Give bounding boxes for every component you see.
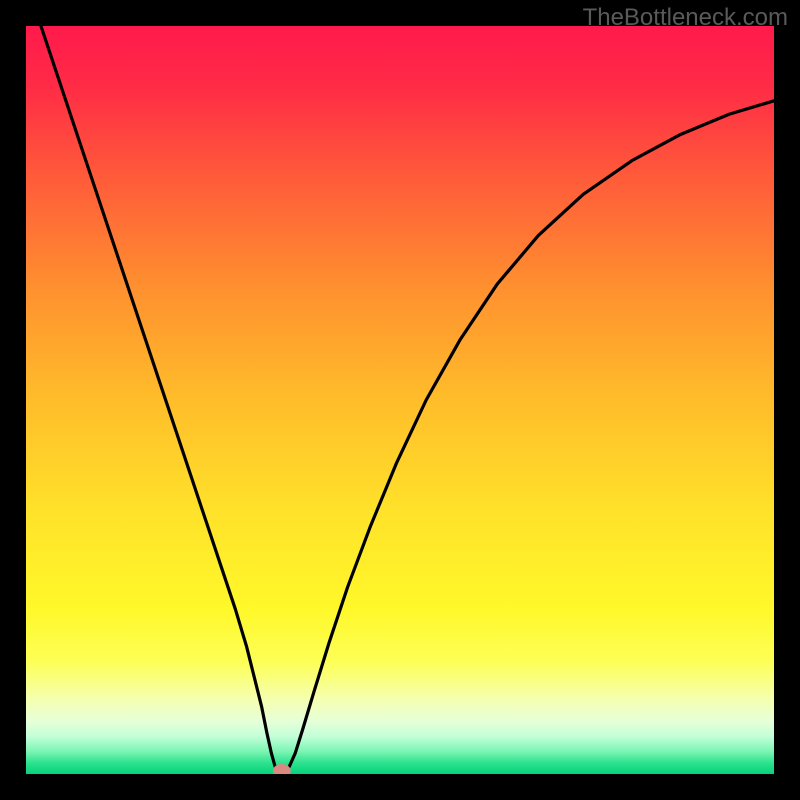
watermark-text: TheBottleneck.com — [583, 4, 788, 32]
chart-frame: TheBottleneck.com — [0, 0, 800, 800]
bottleneck-chart — [0, 0, 800, 800]
plot-background-gradient — [26, 26, 774, 774]
